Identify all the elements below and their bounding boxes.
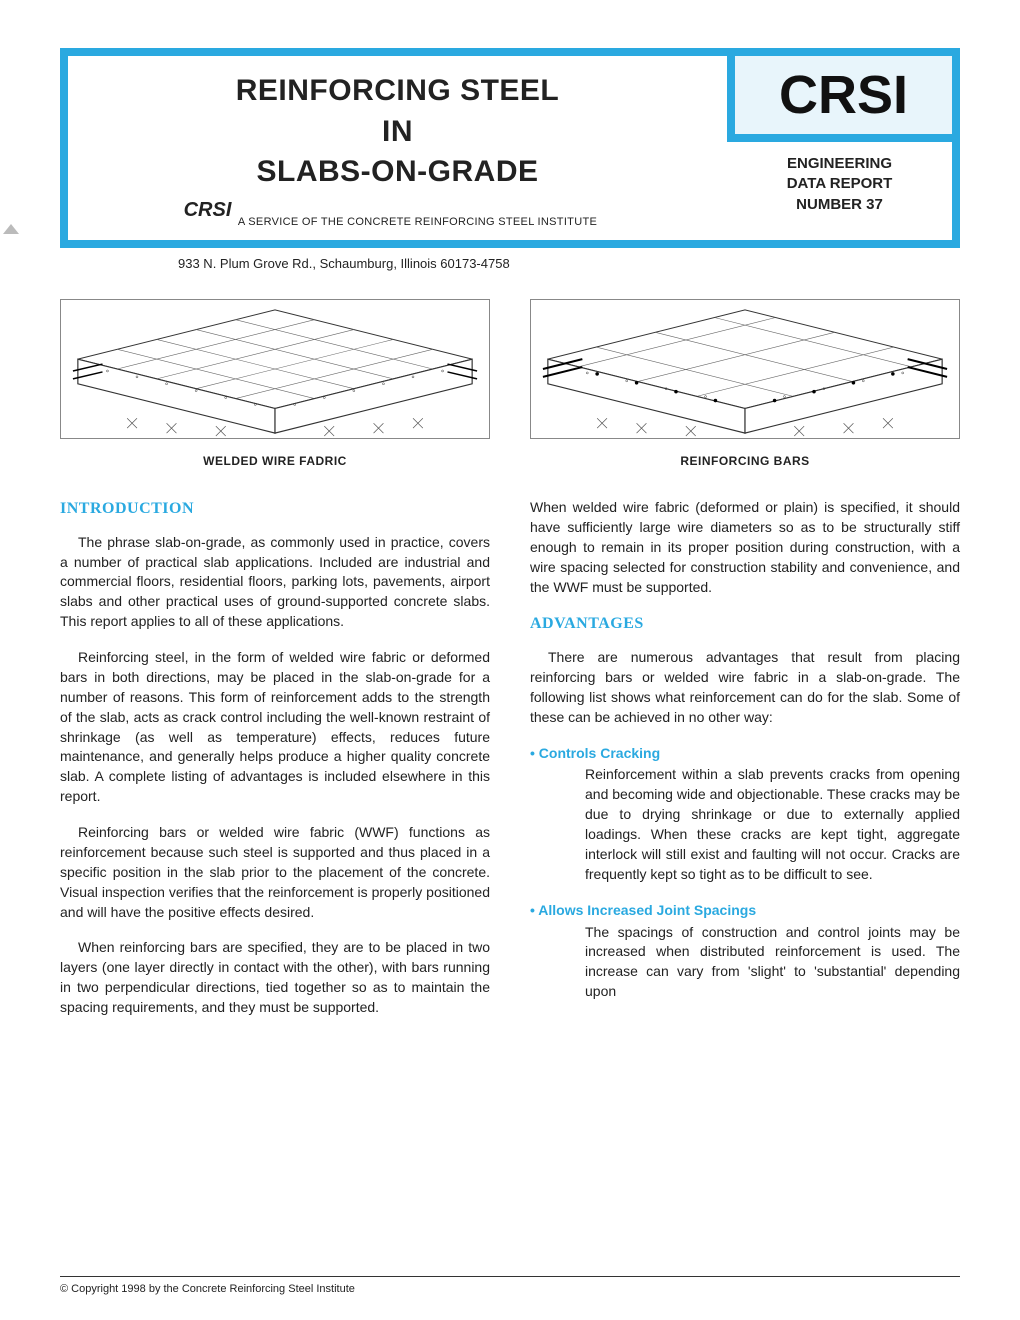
advantages-intro: There are numerous advantages that resul… <box>530 648 960 728</box>
introduction-heading: INTRODUCTION <box>60 498 490 521</box>
crsi-logo-box: CRSI <box>727 48 960 142</box>
figure-welded-wire: WELDED WIRE FADRIC <box>60 299 490 468</box>
column-right: When welded wire fabric (deformed or pla… <box>530 498 960 1034</box>
adv1-heading: • Controls Cracking <box>530 744 960 764</box>
figure-reinforcing-bars: REINFORCING BARS <box>530 299 960 468</box>
col2-para-1: When welded wire fabric (deformed or pla… <box>530 498 960 597</box>
title-line-2: IN <box>382 115 413 148</box>
address: 933 N. Plum Grove Rd., Schaumburg, Illin… <box>178 256 960 271</box>
footer-copyright: © Copyright 1998 by the Concrete Reinfor… <box>60 1276 960 1295</box>
adv2-heading: • Allows Increased Joint Spacings <box>530 901 960 921</box>
eng-line-2: DATA REPORT <box>787 175 893 192</box>
header-box: REINFORCING STEEL IN SLABS-ON-GRADE CRSI… <box>60 48 960 248</box>
eng-line-1: ENGINEERING <box>787 155 892 172</box>
title-line-1: REINFORCING STEEL <box>236 74 560 107</box>
slab-diagram-2-icon <box>530 299 960 439</box>
crsi-arrow-icon <box>3 224 19 234</box>
title-line-3: SLABS-ON-GRADE <box>257 155 539 188</box>
advantages-heading: ADVANTAGES <box>530 613 960 636</box>
fig2-caption: REINFORCING BARS <box>530 454 960 468</box>
intro-para-3: Reinforcing bars or welded wire fabric (… <box>60 823 490 922</box>
body-columns: INTRODUCTION The phrase slab-on-grade, a… <box>60 498 960 1034</box>
intro-para-4: When reinforcing bars are specified, the… <box>60 938 490 1018</box>
right-box: CRSI ENGINEERING DATA REPORT NUMBER 37 <box>727 56 952 240</box>
intro-para-1: The phrase slab-on-grade, as commonly us… <box>60 533 490 632</box>
figures-row: WELDED WIRE FADRIC <box>60 299 960 468</box>
column-left: INTRODUCTION The phrase slab-on-grade, a… <box>60 498 490 1034</box>
report-label: ENGINEERING DATA REPORT NUMBER 37 <box>787 154 893 215</box>
doc-title: REINFORCING STEEL IN SLABS-ON-GRADE <box>68 71 727 193</box>
intro-para-2: Reinforcing steel, in the form of welded… <box>60 648 490 807</box>
slab-diagram-1-icon <box>60 299 490 439</box>
fig1-caption: WELDED WIRE FADRIC <box>60 454 490 468</box>
adv2-body: The spacings of construction and control… <box>585 923 960 1003</box>
title-area: REINFORCING STEEL IN SLABS-ON-GRADE CRSI… <box>68 56 727 240</box>
eng-line-3: NUMBER 37 <box>796 196 883 213</box>
crsi-big-text: CRSI <box>745 64 942 126</box>
adv1-body: Reinforcement within a slab prevents cra… <box>585 765 960 884</box>
